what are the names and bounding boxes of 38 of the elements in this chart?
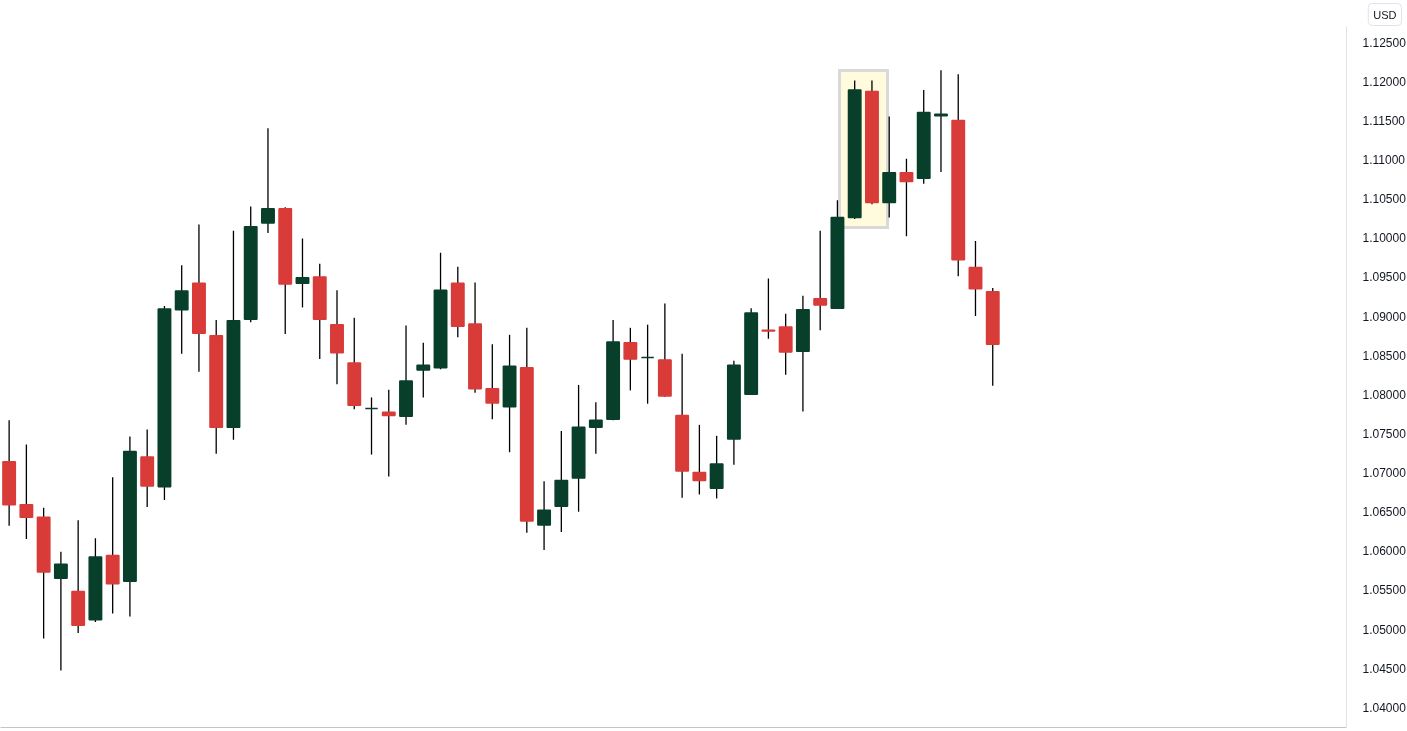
y-tick-label: 1.04500: [1362, 661, 1407, 676]
candlestick: [53, 550, 68, 672]
candlestick: [364, 396, 379, 456]
candlestick: [623, 327, 638, 392]
y-tick-label: 1.07000: [1362, 466, 1407, 481]
candlestick: [692, 424, 707, 496]
candlestick: [174, 264, 189, 355]
y-tick-label: 1.09000: [1362, 309, 1407, 324]
y-tick-label: 1.06000: [1362, 544, 1407, 559]
y-tick-label: 1.09500: [1362, 270, 1407, 285]
candlestick: [381, 388, 396, 478]
y-tick-label: 1.05500: [1362, 583, 1407, 598]
y-tick-label: 1.08000: [1362, 387, 1407, 402]
y-tick-label: 1.05000: [1362, 622, 1407, 637]
y-tick-label: 1.06500: [1362, 505, 1407, 520]
candlestick: [899, 158, 914, 237]
candlestick: [537, 480, 552, 551]
candlestick: [813, 230, 828, 331]
candlestick: [761, 277, 776, 340]
y-axis-title: USD: [1373, 8, 1397, 21]
y-tick-label: 1.08500: [1362, 348, 1407, 363]
candlestick: [416, 342, 431, 399]
candlestick: [19, 443, 34, 540]
y-tick-label: 1.04000: [1362, 700, 1407, 715]
candlestick: [485, 343, 500, 421]
candlestick: [968, 240, 983, 317]
y-tick-label: 1.07500: [1362, 426, 1407, 441]
y-tick-label: 1.12500: [1362, 35, 1407, 50]
candlestick: [640, 324, 655, 405]
y-tick-label: 1.10000: [1362, 231, 1407, 246]
y-tick-label: 1.10500: [1362, 192, 1407, 207]
candlestick: [295, 237, 310, 309]
y-tick-label: 1.11000: [1362, 153, 1406, 168]
candlestick: [934, 69, 948, 173]
y-tick-label: 1.11500: [1362, 113, 1406, 128]
candlestick: [261, 127, 275, 234]
y-tick-label: 1.12000: [1362, 74, 1407, 89]
candlestick: [588, 401, 603, 455]
